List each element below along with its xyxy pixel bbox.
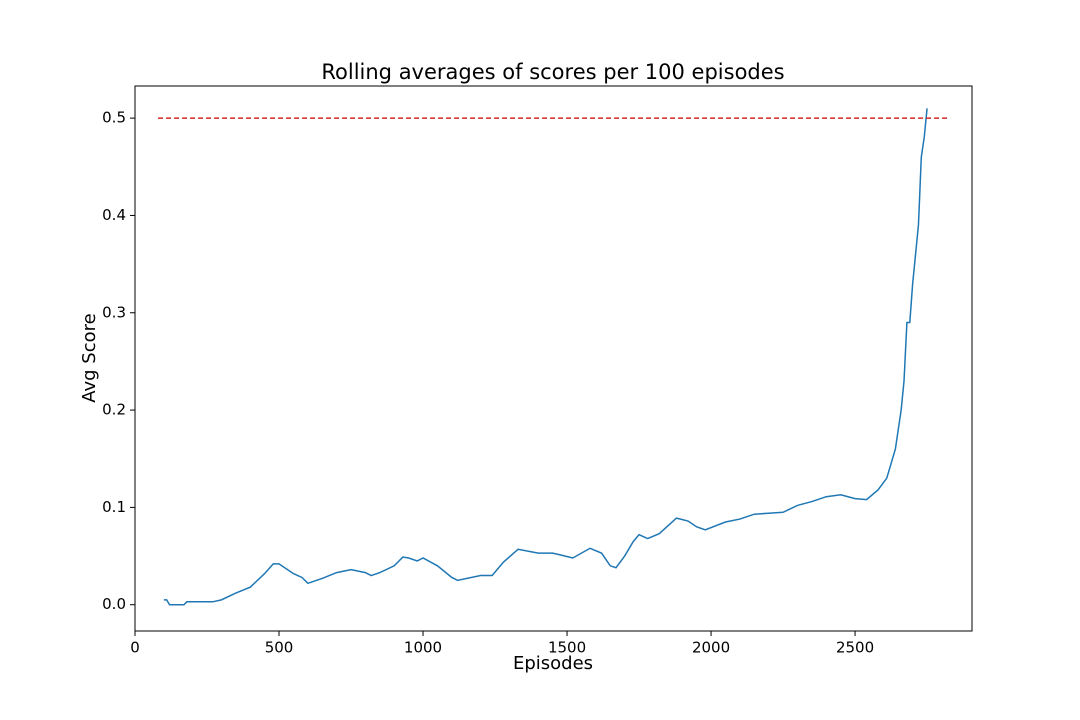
data-line xyxy=(163,108,928,606)
x-tick-label: 2000 xyxy=(692,639,730,657)
x-tick-label: 0 xyxy=(130,639,140,657)
chart-title: Rolling averages of scores per 100 episo… xyxy=(321,60,784,84)
axes-frame xyxy=(134,85,973,632)
x-tick-label: 1000 xyxy=(404,639,442,657)
y-tick-label: 0.2 xyxy=(102,401,126,419)
y-axis-label: Avg Score xyxy=(79,313,100,402)
x-tick-label: 1500 xyxy=(548,639,586,657)
y-tick-label: 0.4 xyxy=(102,206,126,224)
y-tick-label: 0.5 xyxy=(102,109,126,127)
y-tick-label: 0.3 xyxy=(102,303,126,321)
y-tick-label: 0.0 xyxy=(102,595,126,613)
x-tick-label: 500 xyxy=(265,639,294,657)
y-tick-label: 0.1 xyxy=(102,498,126,516)
x-axis-label: Episodes xyxy=(513,653,593,674)
x-tick-label: 2500 xyxy=(836,639,874,657)
